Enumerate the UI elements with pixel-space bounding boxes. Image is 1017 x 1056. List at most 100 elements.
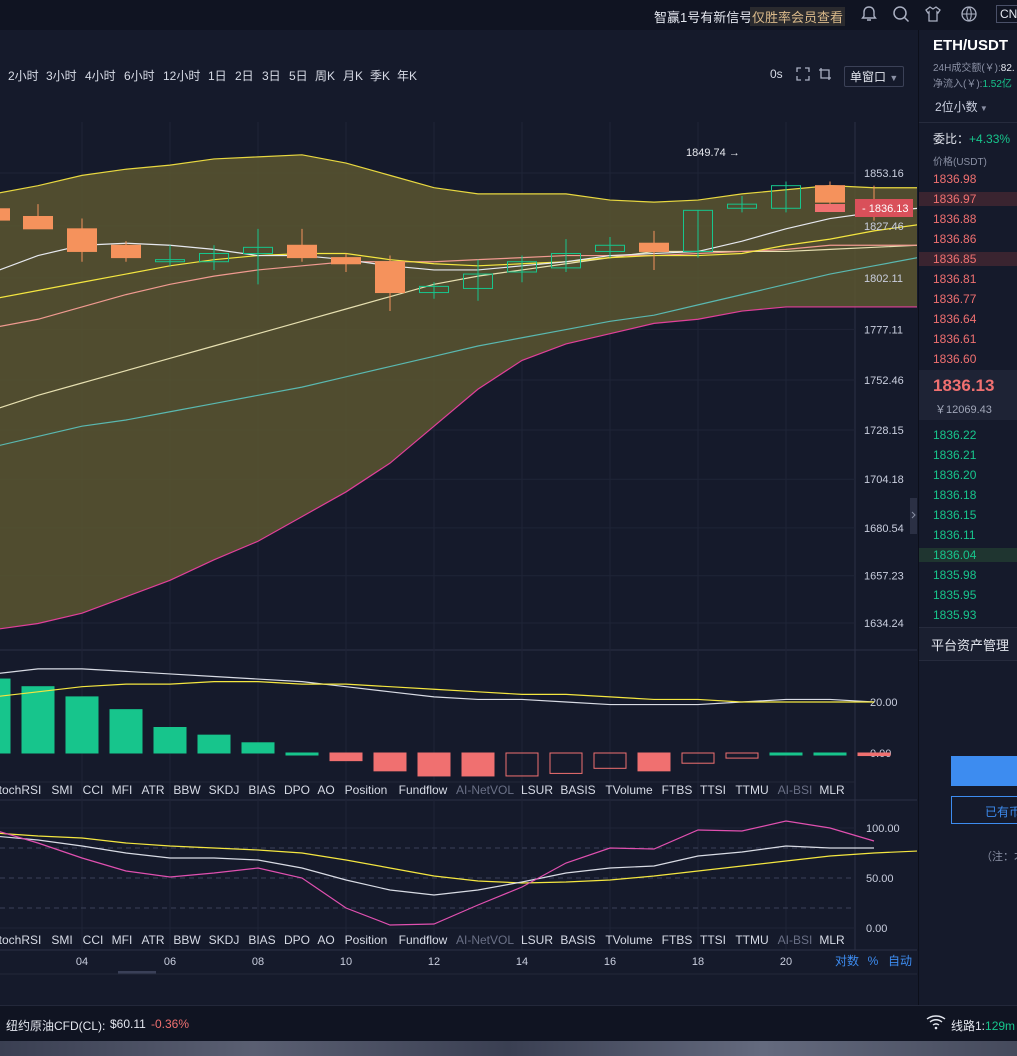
candle[interactable] — [199, 252, 229, 263]
bid-price[interactable]: 1836.15 — [933, 508, 977, 522]
candle[interactable] — [727, 203, 757, 209]
period-3d[interactable]: 3日 — [262, 69, 281, 83]
indicator-tab[interactable]: SKDJ — [209, 933, 240, 947]
indicator-tab[interactable]: BBW — [173, 783, 201, 797]
search-icon[interactable] — [891, 5, 911, 25]
candle[interactable] — [639, 242, 669, 252]
ask-price[interactable]: 1836.86 — [933, 232, 977, 246]
bid-price[interactable]: 1836.04 — [919, 548, 1017, 562]
indicator-tab[interactable]: Position — [345, 933, 388, 947]
member-link[interactable]: 仅胜率会员查看 — [750, 7, 846, 26]
bid-price[interactable]: 1836.22 — [933, 428, 977, 442]
candle[interactable] — [815, 185, 845, 203]
bid-price[interactable]: 1836.21 — [933, 448, 977, 462]
bid-price[interactable]: 1836.20 — [933, 468, 977, 482]
bid-price[interactable]: 1835.93 — [933, 608, 977, 622]
indicator-tab[interactable]: StochRSI — [0, 933, 41, 947]
bid-price[interactable]: 1836.11 — [933, 528, 976, 542]
indicator-tab[interactable]: Fundflow — [399, 783, 448, 797]
indicator-tab[interactable]: BASIS — [560, 933, 595, 947]
ask-price[interactable]: 1836.97 — [919, 192, 1017, 206]
indicator-tab[interactable]: LSUR — [521, 783, 553, 797]
indicator-tab[interactable]: BBW — [173, 933, 201, 947]
bid-price[interactable]: 1835.95 — [933, 588, 977, 602]
indicator-tab[interactable]: SMI — [51, 933, 72, 947]
indicator-tab[interactable]: SMI — [51, 783, 72, 797]
ask-price[interactable]: 1836.98 — [933, 172, 977, 186]
period-6h[interactable]: 6小时 — [124, 69, 155, 83]
chart-area[interactable]: 1853.16 1827.46 1802.11 1777.11 1752.46 1728.… — [0, 122, 919, 1002]
candle[interactable] — [419, 285, 449, 294]
shirt-icon[interactable] — [923, 5, 943, 25]
bid-price[interactable]: 1835.98 — [933, 568, 977, 582]
indicator-tab[interactable]: MFI — [112, 933, 133, 947]
primary-action-button[interactable] — [951, 756, 1017, 786]
screenshot-icon[interactable] — [818, 67, 832, 86]
candle[interactable] — [507, 261, 537, 273]
candle[interactable] — [331, 257, 361, 265]
indicator-tab[interactable]: BASIS — [560, 783, 595, 797]
ask-price[interactable]: 1836.64 — [933, 312, 977, 326]
axis-mode-toggle[interactable]: 对数 — [835, 953, 859, 968]
ask-price[interactable]: 1836.88 — [933, 212, 977, 226]
indicator-tab[interactable]: TVolume — [605, 783, 653, 797]
period-2d[interactable]: 2日 — [235, 69, 254, 83]
period-year[interactable]: 年K — [397, 69, 418, 83]
kline-chart[interactable]: 1853.16 1827.46 1802.11 1777.11 1752.46 1728.… — [0, 122, 919, 1002]
indicator-tab[interactable]: MLR — [819, 933, 845, 947]
period-quarter[interactable]: 季K — [370, 69, 391, 83]
indicator-tab[interactable]: AI-BSI — [778, 933, 813, 947]
asset-mgmt-bar[interactable]: 平台资产管理 — [919, 627, 1017, 661]
indicator-tab[interactable]: SKDJ — [209, 783, 240, 797]
indicator-tab[interactable]: BIAS — [248, 783, 275, 797]
indicator-tab[interactable]: TTSI — [700, 933, 726, 947]
period-5d[interactable]: 5日 — [289, 69, 308, 83]
indicator-tab[interactable]: ATR — [141, 933, 164, 947]
have-coin-button[interactable]: 已有币 — [951, 796, 1017, 824]
language-badge[interactable]: CN — [996, 5, 1017, 23]
candle[interactable] — [551, 252, 581, 269]
candle[interactable] — [683, 209, 713, 252]
scroll-handle[interactable] — [118, 971, 156, 975]
indicator-tab[interactable]: MLR — [819, 783, 845, 797]
period-2h[interactable]: 2小时 — [8, 69, 39, 83]
indicator-tab[interactable]: TVolume — [605, 933, 653, 947]
indicator-tab[interactable]: MFI — [112, 783, 133, 797]
bid-price[interactable]: 1836.18 — [933, 488, 977, 502]
ask-price[interactable]: 1836.85 — [919, 252, 1017, 266]
ticker-label[interactable]: 纽约原油CFD(CL): — [6, 1019, 106, 1033]
indicator-tab[interactable]: AI-NetVOL — [456, 783, 514, 797]
candle[interactable] — [287, 244, 317, 259]
candle[interactable] — [243, 246, 273, 254]
axis-mode-toggle[interactable]: % — [868, 954, 879, 968]
period-month[interactable]: 月K — [343, 69, 364, 83]
period-1d[interactable]: 1日 — [208, 69, 227, 83]
bell-icon[interactable] — [859, 5, 879, 25]
indicator-tab[interactable]: StochRSI — [0, 783, 41, 797]
indicator-tab[interactable]: LSUR — [521, 933, 553, 947]
globe-icon[interactable] — [959, 5, 979, 25]
fullscreen-icon[interactable] — [796, 67, 810, 86]
indicator-tab[interactable]: TTMU — [735, 933, 768, 947]
candle[interactable] — [67, 228, 97, 252]
indicator-tab[interactable]: TTMU — [735, 783, 768, 797]
indicator-tab[interactable]: FTBS — [662, 933, 693, 947]
indicator-tab[interactable]: DPO — [284, 933, 310, 947]
candle[interactable] — [595, 244, 625, 252]
period-4h[interactable]: 4小时 — [85, 69, 116, 83]
ask-price[interactable]: 1836.81 — [933, 272, 977, 286]
candle[interactable] — [155, 259, 185, 263]
window-mode-select[interactable]: 单窗口 ▼ — [844, 66, 905, 87]
indicator-tab[interactable]: AO — [317, 783, 334, 797]
indicator-tab[interactable]: Position — [345, 783, 388, 797]
signal-notice[interactable]: 智赢1号有新信号 — [654, 10, 753, 25]
indicator-tab[interactable]: FTBS — [662, 783, 693, 797]
pair-title[interactable]: ETH/USDT — [933, 37, 1008, 54]
chevron-right-icon[interactable] — [911, 511, 916, 519]
indicator-tab[interactable]: CCI — [83, 783, 104, 797]
precision-select[interactable]: 2位小数 ▼ — [935, 100, 988, 114]
indicator-tab[interactable]: BIAS — [248, 933, 275, 947]
indicator-tab[interactable]: DPO — [284, 783, 310, 797]
candle[interactable] — [771, 185, 801, 209]
period-week[interactable]: 周K — [315, 69, 336, 83]
